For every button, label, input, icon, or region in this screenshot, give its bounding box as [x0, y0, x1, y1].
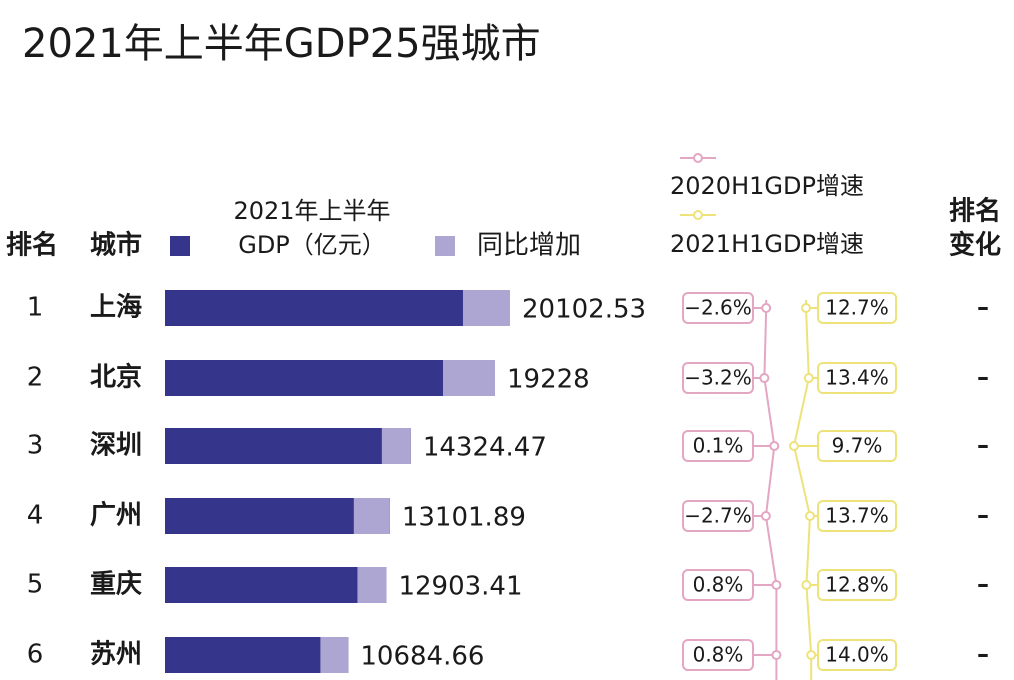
rank-change-header: 排名	[949, 196, 1001, 227]
bar	[165, 567, 387, 603]
rank-header: 排名	[6, 230, 58, 261]
bar	[165, 637, 349, 673]
bar-increase	[357, 567, 387, 603]
growth-box	[682, 292, 754, 324]
growth-box	[817, 292, 897, 324]
growth-dot	[805, 511, 815, 521]
rank-change: –	[977, 570, 989, 598]
rank: 1	[27, 293, 44, 323]
growth-label: 13.7%	[825, 504, 889, 528]
growth-box	[817, 500, 897, 532]
rank: 4	[27, 501, 44, 531]
bar-increase	[462, 290, 510, 326]
value-label: 14324.47	[423, 433, 547, 463]
growth-dot	[801, 580, 812, 590]
value-label: 13101.89	[402, 503, 526, 533]
growth-label: 0.1%	[693, 434, 744, 458]
legend-label: GDP（亿元）	[238, 231, 386, 259]
growth-dot	[760, 511, 771, 521]
growth-box	[817, 362, 897, 394]
city: 重庆	[90, 569, 142, 600]
rank: 3	[27, 431, 44, 461]
value-label: 10684.66	[360, 642, 484, 672]
growth-box	[682, 362, 754, 394]
growth-dot	[769, 441, 780, 451]
growth-dot	[801, 303, 811, 313]
growth-dot	[759, 373, 770, 383]
growth-label: 12.8%	[825, 573, 889, 597]
bar-increase	[320, 637, 349, 673]
growth-dot	[771, 650, 782, 660]
growth-dot	[761, 303, 772, 313]
bar-increase	[381, 428, 411, 464]
rank-change: –	[977, 363, 989, 391]
city: 苏州	[90, 640, 142, 670]
rank-change: –	[977, 501, 989, 529]
value-label: 20102.53	[522, 295, 646, 325]
bar-increase	[353, 498, 390, 534]
bar	[165, 498, 390, 534]
growth-box	[682, 569, 754, 601]
legend-swatch	[435, 236, 455, 256]
growth-label: 0.8%	[693, 643, 744, 667]
legend-swatch	[170, 236, 190, 256]
bar	[165, 290, 510, 326]
legend-label: 2020H1GDP增速	[670, 172, 864, 200]
growth-label: 9.7%	[832, 434, 883, 458]
growth-label: −2.6%	[684, 296, 752, 320]
growth-dot	[771, 580, 782, 590]
growth-label: −3.2%	[684, 366, 752, 390]
growth-box	[682, 500, 754, 532]
bar	[165, 428, 411, 464]
growth-dot	[789, 441, 799, 451]
city: 北京	[90, 362, 142, 393]
rank-change: –	[977, 431, 989, 459]
chart-title: 2021年上半年GDP25强城市	[22, 21, 541, 67]
growth-box	[682, 639, 754, 671]
rank: 2	[27, 363, 44, 393]
growth-dot	[806, 650, 817, 660]
bar	[165, 360, 495, 396]
rank-change: –	[977, 640, 989, 668]
legend-dot	[693, 210, 703, 220]
growth-box	[817, 430, 897, 462]
rank-change-header: 变化	[949, 230, 1001, 261]
value-label: 19228	[507, 365, 590, 395]
city: 上海	[90, 293, 142, 323]
city: 广州	[90, 501, 142, 531]
growth-label: −2.7%	[684, 504, 752, 528]
legend-label: 2021年上半年	[233, 197, 390, 225]
growth-line	[792, 300, 813, 680]
city: 深圳	[90, 431, 142, 461]
growth-label: 0.8%	[693, 573, 744, 597]
growth-box	[817, 639, 897, 671]
growth-dot	[803, 373, 814, 383]
bar-increase	[442, 360, 495, 396]
city-header: 城市	[90, 230, 142, 261]
legend-dot	[693, 153, 703, 163]
value-label: 12903.41	[398, 572, 522, 602]
growth-label: 12.7%	[825, 296, 889, 320]
rank: 6	[27, 640, 44, 670]
legend-label: 同比增加	[477, 231, 581, 261]
rank: 5	[27, 570, 44, 600]
growth-label: 14.0%	[825, 643, 889, 667]
rank-change: –	[977, 293, 989, 321]
growth-line	[763, 300, 778, 680]
growth-box	[817, 569, 897, 601]
legend-label: 2021H1GDP增速	[670, 230, 864, 258]
growth-box	[682, 430, 754, 462]
growth-label: 13.4%	[825, 366, 889, 390]
